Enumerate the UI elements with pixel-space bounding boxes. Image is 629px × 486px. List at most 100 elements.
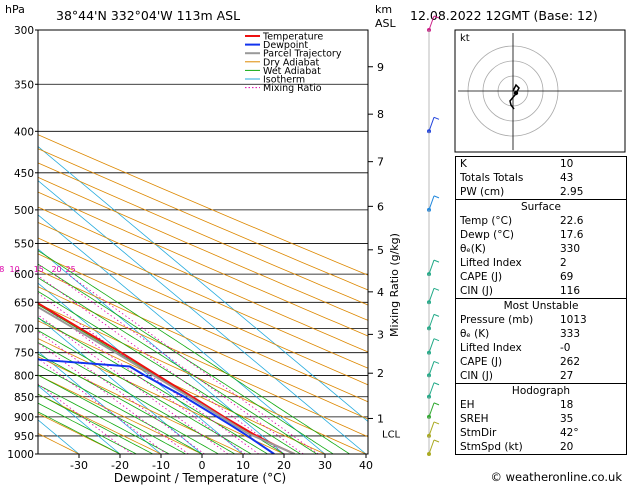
km-tick-label: 2: [377, 367, 384, 380]
index-value: 1013: [560, 314, 587, 326]
isotherm-line: [38, 248, 285, 454]
dry-adiabat: [38, 206, 368, 353]
x-tick-label: 0: [199, 459, 206, 472]
wind-barb-flag: [433, 313, 440, 317]
dry-adiabat: [38, 338, 285, 454]
pressure-tick-label: 650: [14, 297, 34, 309]
index-label: Temp (°C): [460, 215, 513, 227]
index-row: Lifted Index -0: [456, 341, 626, 355]
pressure-tick-label: 400: [14, 126, 34, 138]
hpa-axis-unit: hPa: [5, 3, 25, 16]
plot-background-lines: [38, 30, 368, 454]
index-label: Totals Totals: [460, 172, 524, 184]
index-label: θₑ (K): [460, 328, 490, 340]
index-label: Lifted Index: [460, 342, 522, 354]
dry-adiabat: [38, 320, 326, 454]
surface-title: Surface: [520, 201, 561, 213]
index-row: CAPE (J) 262: [456, 355, 626, 369]
temperature-curve: [38, 302, 296, 454]
index-value: 333: [560, 328, 581, 340]
wind-barb-flag: [433, 421, 440, 425]
index-value: 17.6: [560, 229, 584, 241]
index-label: StmDir: [460, 427, 497, 439]
wind-barb-flag: [433, 287, 440, 291]
legend-entry: Mixing Ratio: [263, 83, 322, 94]
hodograph-storm-motion: [513, 90, 519, 96]
wet-adiabat: [38, 364, 203, 454]
legend-entry: Temperature: [262, 32, 323, 43]
legend-entry: Dewpoint: [263, 40, 308, 51]
pressure-tick-label: 500: [14, 205, 34, 217]
index-label: Lifted Index: [460, 257, 522, 269]
mixing-ratio-label: 10: [10, 265, 20, 274]
km-axis-unit: km: [375, 3, 392, 16]
wind-barb-staff: [428, 382, 435, 397]
index-row: StmDir 42°: [456, 426, 626, 440]
asl-label: ASL: [375, 17, 397, 30]
x-tick-label: 30: [318, 459, 332, 472]
wind-barb-flag: [433, 259, 440, 263]
wind-barb-staff: [428, 314, 435, 329]
wind-barb-staff: [428, 338, 435, 353]
surface-section: Surface Temp (°C) 22.6 Dewp (°C) 17.6 θₑ(K) 3…: [456, 199, 626, 298]
dry-adiabat: [38, 286, 368, 438]
mixing-ratio-line: [53, 273, 304, 454]
plot-curves: [38, 302, 296, 454]
legend-entry: Wet Adiabat: [263, 66, 321, 77]
pressure-tick-label: 300: [14, 25, 34, 37]
dry-adiabat: [38, 191, 368, 337]
km-tick-label: 6: [377, 200, 384, 213]
wind-barb-staff: [428, 117, 435, 132]
wet-adiabat: [38, 263, 334, 454]
mixing-ratio-label: 15: [34, 265, 44, 274]
index-value: 2.95: [560, 186, 584, 198]
mixing-ratio-label: 20: [51, 265, 61, 274]
hodograph-trace: [509, 83, 520, 110]
isotherm-line: [38, 180, 367, 454]
index-value: 42°: [560, 427, 579, 439]
index-row: Totals Totals 43: [456, 171, 626, 185]
dry-adiabat: [38, 162, 368, 306]
dry-adiabat: [38, 374, 203, 454]
pressure-tick-label: 350: [14, 79, 34, 91]
mixing-ratio-line: [38, 302, 246, 454]
isotherm-line: [38, 350, 162, 454]
legend-entry: Isotherm: [263, 75, 305, 86]
wet-adiabat: [38, 330, 252, 454]
index-row: StmSpd (kt) 20: [456, 440, 626, 454]
mixing-ratio-line: [67, 273, 319, 454]
index-label: EH: [460, 399, 475, 411]
lcl-label: LCL: [382, 429, 401, 440]
plot-axes: 1234681015202530035040045050055060065070…: [0, 25, 401, 472]
km-tick-label: 3: [377, 328, 384, 341]
index-label: StmSpd (kt): [460, 441, 523, 453]
dry-adiabat: [38, 237, 368, 386]
pressure-tick-label: 900: [14, 412, 34, 424]
index-row: Temp (°C) 22.6: [456, 214, 626, 228]
index-value: 18: [560, 399, 574, 411]
index-row: CAPE (J) 69: [456, 270, 626, 284]
wet-adiabat: [38, 317, 268, 454]
mixing-ratio-line: [38, 275, 285, 454]
pressure-tick-label: 700: [14, 323, 34, 335]
index-row: Pressure (mb) 1013: [456, 313, 626, 327]
index-value: 330: [560, 243, 581, 255]
km-tick-label: 4: [377, 286, 384, 299]
index-value: 262: [560, 356, 581, 368]
pressure-tick-label: 550: [14, 238, 34, 250]
index-value: 43: [560, 172, 574, 184]
index-label: CAPE (J): [460, 356, 503, 368]
dewpoint-curve: [38, 357, 275, 454]
wet-adiabat: [38, 277, 318, 454]
index-row: CIN (J) 27: [456, 369, 626, 383]
sounding-datetime: 12.08.2022 12GMT (Base: 12): [410, 8, 598, 23]
wind-barb-flag: [433, 338, 440, 342]
index-label: θₑ(K): [460, 243, 486, 255]
hodograph-unit: kt: [460, 33, 470, 44]
index-row: SREH 35: [456, 412, 626, 426]
wind-barb-flag: [433, 15, 440, 19]
x-tick-label: 20: [277, 459, 291, 472]
mixing-ratio-axis-label: Mixing Ratio (g/kg): [388, 233, 401, 337]
pressure-tick-label: 800: [14, 370, 34, 382]
index-row: θₑ(K) 330: [456, 242, 626, 256]
